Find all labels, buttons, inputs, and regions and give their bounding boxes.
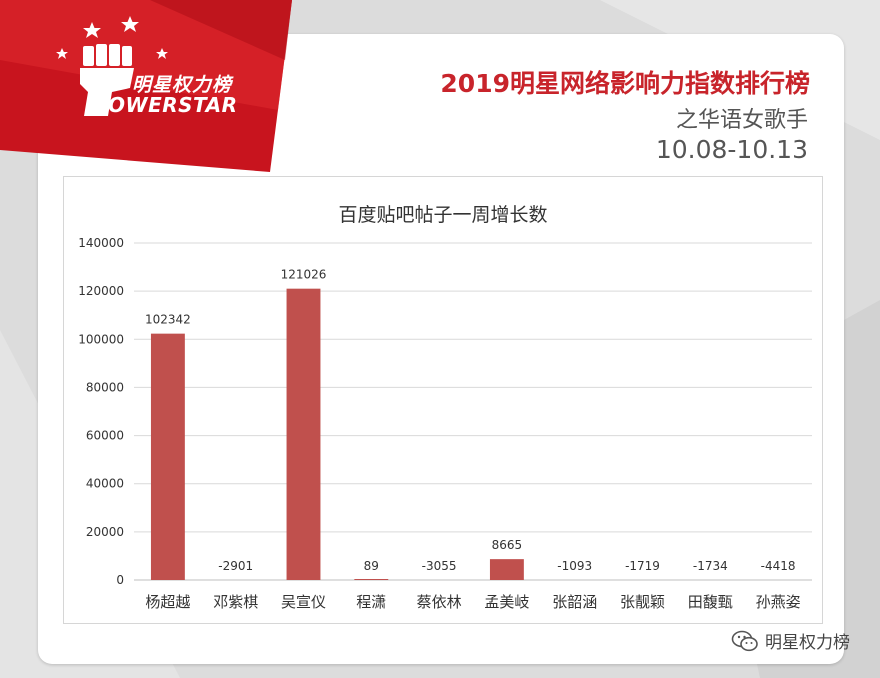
bar	[354, 579, 389, 580]
date-range: 10.08-10.13	[655, 135, 808, 164]
y-tick-label: 40000	[86, 477, 124, 491]
x-tick-label: 杨超越	[145, 593, 190, 611]
brand-name-cn: 明星权力榜	[132, 74, 233, 96]
logo-banner	[0, 0, 292, 172]
y-tick-label: 20000	[86, 525, 124, 539]
brand-name-en: OWERSTAR	[108, 93, 238, 117]
y-tick-label: 60000	[86, 429, 124, 443]
footer-brand-label: 明星权力榜	[765, 633, 850, 653]
y-tick-label: 100000	[78, 332, 124, 346]
fist-logo-icon	[80, 44, 134, 116]
page-subtitle: 之华语女歌手	[675, 108, 808, 133]
x-tick-label: 吴宣仪	[281, 593, 326, 611]
x-tick-label: 蔡依林	[417, 593, 462, 611]
y-tick-label: 120000	[78, 284, 124, 298]
bar	[286, 288, 321, 580]
footer-brand: 明星权力榜	[731, 628, 850, 653]
data-label: 8665	[492, 538, 523, 552]
logo: 明星权力榜 OWERSTAR	[0, 0, 300, 172]
data-label: -1734	[693, 559, 728, 573]
page-title: 2019明星网络影响力指数排行榜	[440, 69, 810, 98]
chart-container: 百度贴吧帖子一周增长数 0 20000 40000 60000 80000 100000 1…	[63, 176, 823, 624]
x-tick-label: 孙燕姿	[756, 593, 801, 611]
data-label: 102342	[145, 313, 191, 327]
x-tick-label: 张靓颖	[620, 593, 665, 611]
wechat-icon	[731, 630, 758, 651]
data-label: -1719	[625, 559, 660, 573]
y-tick-label: 80000	[86, 380, 124, 394]
data-label: 89	[364, 559, 379, 573]
bar	[150, 333, 185, 580]
data-label: -4418	[761, 559, 796, 573]
data-label: -2901	[218, 559, 253, 573]
chart-title: 百度贴吧帖子一周增长数	[338, 204, 547, 226]
bar	[489, 559, 524, 580]
x-tick-label: 邓紫棋	[213, 593, 258, 611]
data-label: -1093	[557, 559, 592, 573]
x-tick-label: 张韶涵	[552, 593, 597, 611]
data-label: -3055	[422, 559, 457, 573]
x-tick-label: 程潇	[356, 593, 386, 611]
y-tick-label: 140000	[78, 236, 124, 250]
bar-chart: 百度贴吧帖子一周增长数 0 20000 40000 60000 80000 100000 1…	[78, 204, 812, 611]
y-tick-label: 0	[116, 573, 124, 587]
data-label: 121026	[281, 268, 327, 282]
x-tick-label: 孟美岐	[484, 593, 529, 611]
x-tick-label: 田馥甄	[688, 593, 733, 611]
